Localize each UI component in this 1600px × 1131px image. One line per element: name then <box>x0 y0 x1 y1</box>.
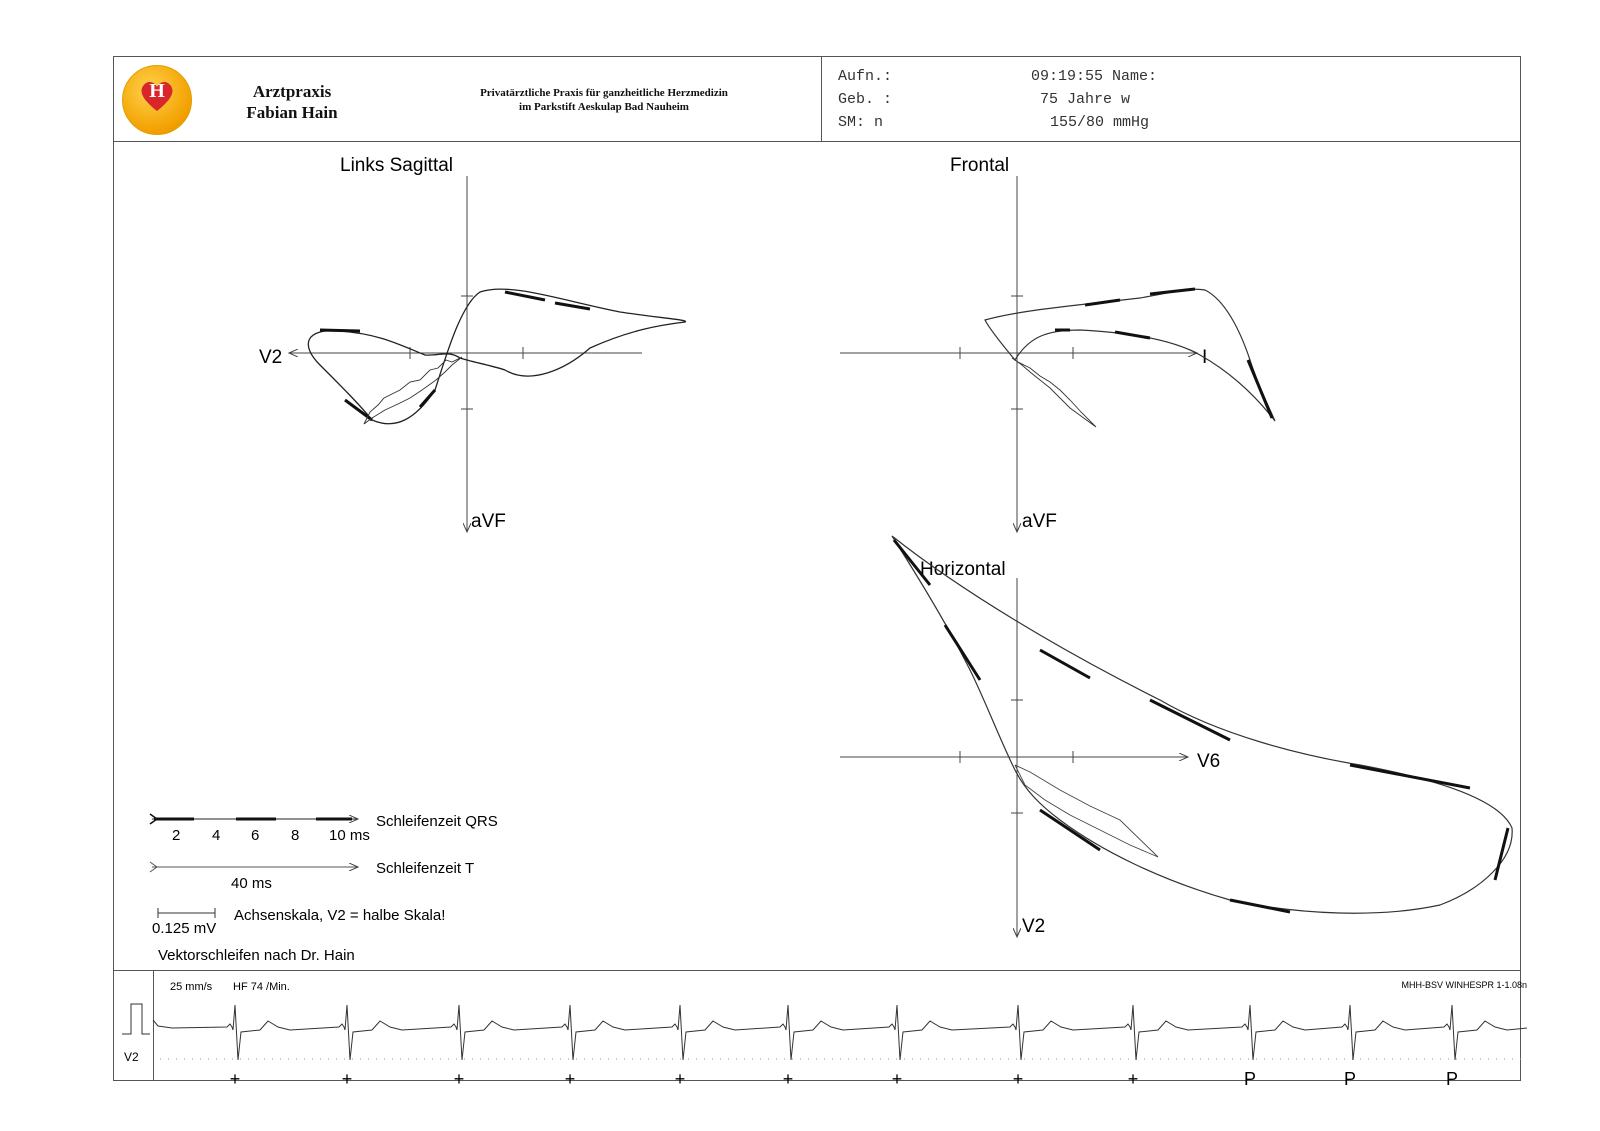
strip-lead-label: V2 <box>124 1050 139 1064</box>
horizontal-qrs-emphasis <box>892 539 1510 914</box>
method-label: Vektorschleifen nach Dr. Hain <box>158 947 355 964</box>
ecg-trace <box>152 1004 1528 1061</box>
axis-scale-value: 0.125 mV <box>152 920 216 937</box>
practice-name: Arztpraxis Fabian Hain <box>232 81 352 123</box>
sagittal-title: Links Sagittal <box>340 155 453 176</box>
frontal-plot: Frontal I aVF <box>840 155 1276 532</box>
beat-marker: + <box>230 1069 241 1089</box>
ecg-strip: 25 mm/s HF 74 /Min. MHH-BSV WINHESPR 1-1… <box>122 980 1528 1089</box>
sagittal-t-loop <box>363 356 463 425</box>
header-column-divider <box>821 57 822 141</box>
recording-label: Aufn.: <box>838 68 893 85</box>
heart-icon <box>141 81 173 111</box>
pacemaker-label: SM: n <box>838 114 884 131</box>
frontal-t-loop <box>1011 357 1097 428</box>
frontal-y-label: aVF <box>1022 511 1057 532</box>
frontal-ticks <box>959 295 1074 410</box>
beat-marker: + <box>1128 1069 1139 1089</box>
frontal-qrs-emphasis <box>1055 287 1274 419</box>
horizontal-title: Horizontal <box>920 559 1006 580</box>
beat-marker: + <box>892 1069 903 1089</box>
beat-marker: + <box>454 1069 465 1089</box>
report-frame: H Arztpraxis Fabian Hain Privatärztliche… <box>113 56 1521 1081</box>
beat-markers: + + + + + + + + + P P P <box>230 1069 1458 1089</box>
beat-marker: P <box>1344 1069 1356 1089</box>
horizontal-x-label: V6 <box>1197 751 1220 772</box>
heart-rate: HF 74 /Min. <box>233 981 290 993</box>
logo-letter: H <box>149 80 165 102</box>
sagittal-ticks <box>409 295 524 410</box>
strip-lead-divider <box>153 970 154 1080</box>
practice-logo: H <box>122 65 192 135</box>
axis-scale-bar <box>157 908 216 918</box>
subtitle-line2: im Parkstift Aeskulap Bad Nauheim <box>519 101 689 113</box>
beat-marker: + <box>783 1069 794 1089</box>
age-value: 75 Jahre w <box>1040 91 1131 108</box>
calibration-pulse-icon <box>122 1003 150 1035</box>
t-time-label: Schleifenzeit T <box>376 860 474 877</box>
header-divider <box>114 141 1520 142</box>
axis-scale-label: Achsenskala, V2 = halbe Skala! <box>234 907 445 924</box>
sagittal-x-label: V2 <box>259 347 282 368</box>
sagittal-plot: Links Sagittal V2 aVF <box>259 155 687 532</box>
horizontal-plot: Horizontal V6 V2 <box>840 535 1513 937</box>
sagittal-qrs-emphasis <box>319 290 591 422</box>
paper-speed: 25 mm/s <box>170 981 213 993</box>
beat-marker: P <box>1446 1069 1458 1089</box>
frontal-title: Frontal <box>950 155 1009 176</box>
beat-marker: + <box>565 1069 576 1089</box>
horizontal-ticks <box>959 699 1074 814</box>
horizontal-y-label: V2 <box>1022 916 1045 937</box>
software-version: MHH-BSV WINHESPR 1-1.08n <box>1401 980 1527 990</box>
strip-divider <box>114 970 1520 971</box>
qrs-tick-8: 8 <box>291 827 299 844</box>
beat-marker: + <box>342 1069 353 1089</box>
sagittal-qrs-loop <box>307 288 687 425</box>
qrs-time-label: Schleifenzeit QRS <box>376 813 498 830</box>
qrs-tick-2: 2 <box>172 827 180 844</box>
qrs-tick-6: 6 <box>251 827 259 844</box>
subtitle-line1: Privatärztliche Praxis für ganzheitliche… <box>480 87 728 99</box>
horizontal-t-loop <box>1014 764 1159 858</box>
qrs-tick-10: 10 ms <box>329 827 370 844</box>
t-arrow-tail-icon <box>149 861 158 873</box>
beat-marker: P <box>1244 1069 1256 1089</box>
qrs-arrow-tail-icon <box>149 813 159 825</box>
practice-subtitle: Privatärztliche Praxis für ganzheitliche… <box>444 86 764 114</box>
practice-name-line2: Fabian Hain <box>246 103 338 122</box>
qrs-tick-4: 4 <box>212 827 220 844</box>
blood-pressure-value: 155/80 mmHg <box>1050 114 1150 131</box>
beat-marker: + <box>675 1069 686 1089</box>
practice-name-line1: Arztpraxis <box>252 82 332 101</box>
legend: 2 4 6 8 10 ms Schleifenzeit QRS 40 ms Sc… <box>149 813 498 964</box>
sagittal-y-label: aVF <box>471 511 506 532</box>
birth-label: Geb. : <box>838 91 893 108</box>
beat-marker: + <box>1013 1069 1024 1089</box>
frontal-qrs-loop <box>984 288 1276 422</box>
t-time-tick: 40 ms <box>231 875 272 892</box>
recording-value: 09:19:55 Name: <box>1031 68 1158 85</box>
